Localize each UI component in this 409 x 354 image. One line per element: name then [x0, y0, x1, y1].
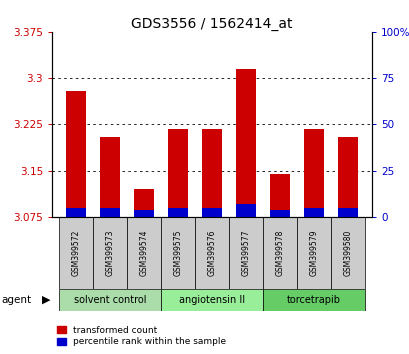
Text: angiotensin II: angiotensin II — [178, 295, 245, 305]
Text: agent: agent — [1, 295, 31, 305]
Bar — [269, 174, 290, 217]
Text: GSM399576: GSM399576 — [207, 230, 216, 276]
Bar — [65, 91, 86, 217]
Text: GSM399575: GSM399575 — [173, 230, 182, 276]
Text: GSM399580: GSM399580 — [343, 230, 352, 276]
Bar — [133, 189, 154, 217]
Bar — [126, 217, 161, 289]
Bar — [133, 210, 154, 217]
Bar — [235, 204, 256, 217]
Bar — [58, 217, 92, 289]
Bar — [58, 289, 161, 311]
Legend: transformed count, percentile rank within the sample: transformed count, percentile rank withi… — [56, 326, 225, 347]
Bar — [337, 137, 357, 217]
Bar — [99, 137, 120, 217]
Bar — [269, 210, 290, 217]
Bar — [201, 129, 222, 217]
Bar — [92, 217, 126, 289]
Text: GSM399578: GSM399578 — [275, 230, 284, 276]
Bar — [65, 208, 86, 217]
Text: GSM399579: GSM399579 — [309, 230, 318, 276]
Bar — [303, 208, 324, 217]
Title: GDS3556 / 1562414_at: GDS3556 / 1562414_at — [131, 17, 292, 31]
Bar — [167, 208, 188, 217]
Bar — [235, 69, 256, 217]
Text: solvent control: solvent control — [74, 295, 146, 305]
Bar — [297, 217, 330, 289]
Bar — [201, 208, 222, 217]
Text: GSM399577: GSM399577 — [241, 230, 250, 276]
Bar — [161, 289, 263, 311]
Bar — [303, 129, 324, 217]
Bar — [263, 217, 297, 289]
Bar — [167, 129, 188, 217]
Bar — [195, 217, 229, 289]
Bar — [229, 217, 263, 289]
Text: GSM399573: GSM399573 — [105, 230, 114, 276]
Text: torcetrapib: torcetrapib — [286, 295, 340, 305]
Bar — [99, 208, 120, 217]
Text: ▶: ▶ — [42, 295, 50, 305]
Text: GSM399572: GSM399572 — [71, 230, 80, 276]
Bar — [337, 208, 357, 217]
Bar — [161, 217, 195, 289]
Text: GSM399574: GSM399574 — [139, 230, 148, 276]
Bar — [263, 289, 364, 311]
Bar — [330, 217, 364, 289]
